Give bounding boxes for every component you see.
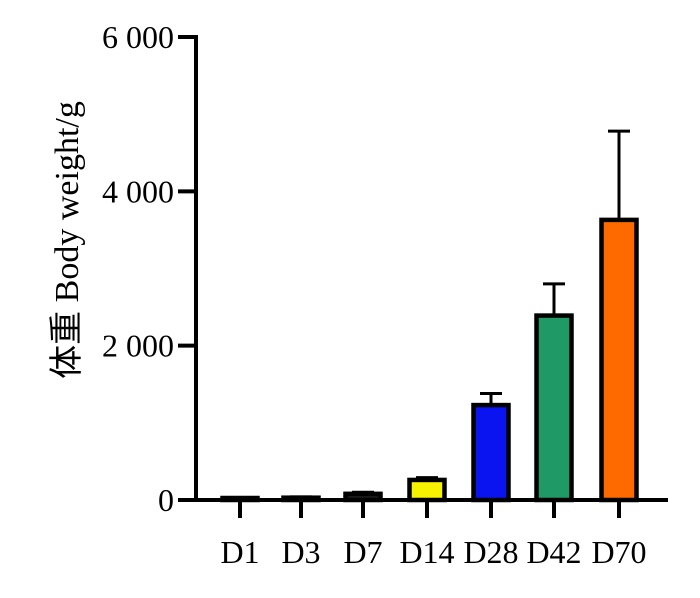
y-axis-label: 体重 Body weight/g [49,101,86,379]
y-tick-label-6000: 6 000 [102,19,174,55]
x-tick-label-d7: D7 [343,534,382,570]
bar-d42 [534,313,574,503]
y-tick-label-4000: 4 000 [102,173,174,209]
x-tick-label-d28: D28 [463,534,518,570]
x-tick-label-d42: D42 [526,534,581,570]
bar-d14 [407,477,447,503]
x-tick-label-d1: D1 [220,534,259,570]
y-tick-label-2000: 2 000 [102,328,174,364]
bar-d28 [471,402,511,503]
x-tick-label-d14: D14 [399,534,454,570]
x-tick-label-d70: D70 [591,534,646,570]
y-tick-label-0: 0 [158,482,174,518]
bar-d70 [599,217,639,503]
x-tick-label-d3: D3 [281,534,320,570]
